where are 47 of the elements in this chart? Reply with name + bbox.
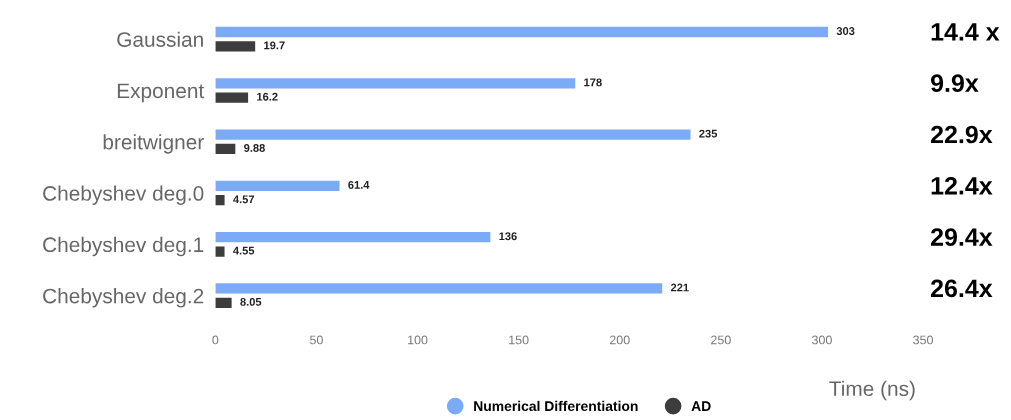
x-tick-label: 250	[711, 335, 731, 345]
data-label: 16.2	[257, 92, 278, 101]
x-tick-label: 0	[212, 335, 219, 345]
bar	[215, 297, 232, 308]
y-tick-label: breitwigner	[103, 134, 204, 154]
x-tick-label: 200	[609, 335, 630, 345]
data-label: 61.4	[348, 181, 370, 189]
bar	[215, 246, 225, 257]
bar	[215, 143, 236, 155]
x-tick-label: 50	[309, 335, 323, 345]
data-label: 4.55	[233, 246, 255, 255]
data-label: 4.57	[233, 195, 255, 204]
bar	[215, 232, 491, 243]
data-label: 19.7	[264, 41, 285, 50]
text: 12.4x	[931, 176, 993, 195]
x-tick-label: 300	[811, 335, 832, 345]
bar	[215, 180, 340, 192]
y-tick-label: Chebyshev deg.2	[43, 288, 204, 308]
bar	[215, 78, 576, 89]
text: 14.4 x	[931, 23, 1000, 41]
bar	[215, 129, 691, 140]
data-label: 221	[670, 283, 689, 292]
text: 22.9x	[930, 125, 993, 144]
y-tick-label: Gaussian	[117, 31, 203, 47]
bar	[215, 41, 256, 52]
y-tick-label: Chebyshev deg.1	[43, 236, 204, 257]
data-label: 136	[499, 232, 517, 241]
x-axis-title: Time (ns)	[829, 380, 915, 401]
text: 29.4x	[930, 228, 993, 246]
data-label: 235	[699, 129, 718, 138]
data-label: 8.05	[240, 297, 262, 306]
text: 26.4x	[930, 279, 993, 298]
text: 9.9x	[930, 74, 979, 93]
data-label: 303	[836, 27, 855, 35]
y-tick-label: Exponent	[117, 83, 205, 103]
bar	[215, 26, 829, 38]
data-label: 9.88	[244, 144, 265, 152]
y-tick-label: Chebyshev deg.0	[43, 185, 204, 205]
legend-label: Numerical Differentiation	[474, 400, 638, 412]
bar	[215, 195, 225, 206]
bar	[215, 92, 249, 103]
x-tick-label: 100	[408, 335, 428, 345]
legend-label: AD	[691, 401, 711, 411]
x-tick-label: 350	[913, 335, 933, 345]
bar	[215, 283, 663, 294]
data-label: 178	[584, 78, 602, 87]
x-tick-label: 150	[509, 335, 529, 345]
